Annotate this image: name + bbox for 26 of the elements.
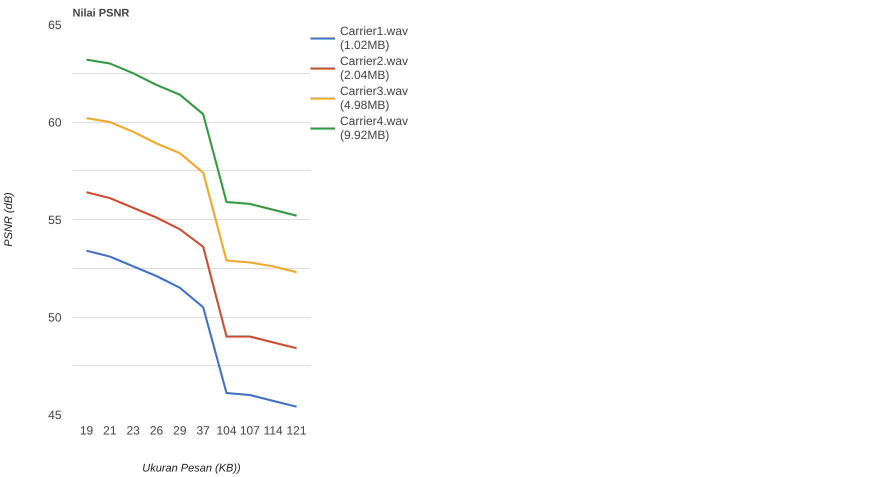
y-tick-label: 65 bbox=[48, 18, 62, 32]
x-tick-label: 19 bbox=[80, 424, 94, 438]
line-series bbox=[86, 191, 298, 350]
line-series bbox=[86, 58, 298, 217]
legend-label: Carrier4.wav (9.92MB) bbox=[340, 114, 408, 142]
legend-label: Carrier3.wav (4.98MB) bbox=[340, 84, 408, 112]
x-tick-label: 104 bbox=[216, 424, 237, 438]
legend-label: Carrier2.wav (2.04MB) bbox=[340, 54, 408, 82]
x-tick-label: 114 bbox=[264, 424, 284, 438]
x-tick-label: 121 bbox=[286, 424, 307, 438]
x-tick-label: 23 bbox=[126, 424, 140, 438]
line-series bbox=[86, 117, 298, 274]
x-tick-label: 26 bbox=[150, 424, 164, 438]
y-tick-label: 55 bbox=[48, 213, 62, 227]
x-tick-label: 37 bbox=[196, 424, 210, 438]
legend-label: Carrier1.wav (1.02MB) bbox=[340, 24, 408, 52]
x-axis-title: Ukuran Pesan (KB)) bbox=[142, 462, 242, 474]
y-axis-title: PSNR (dB) bbox=[3, 192, 16, 247]
chart-title: Nilai PSNR bbox=[72, 8, 130, 20]
y-tick-label: 60 bbox=[48, 116, 62, 130]
x-tick-label: 21 bbox=[103, 424, 117, 438]
x-tick-label: 107 bbox=[240, 424, 260, 438]
line-series bbox=[86, 250, 298, 408]
x-tick-label: 29 bbox=[173, 424, 187, 438]
y-tick-label: 45 bbox=[48, 408, 62, 422]
y-tick-label: 50 bbox=[48, 310, 62, 324]
